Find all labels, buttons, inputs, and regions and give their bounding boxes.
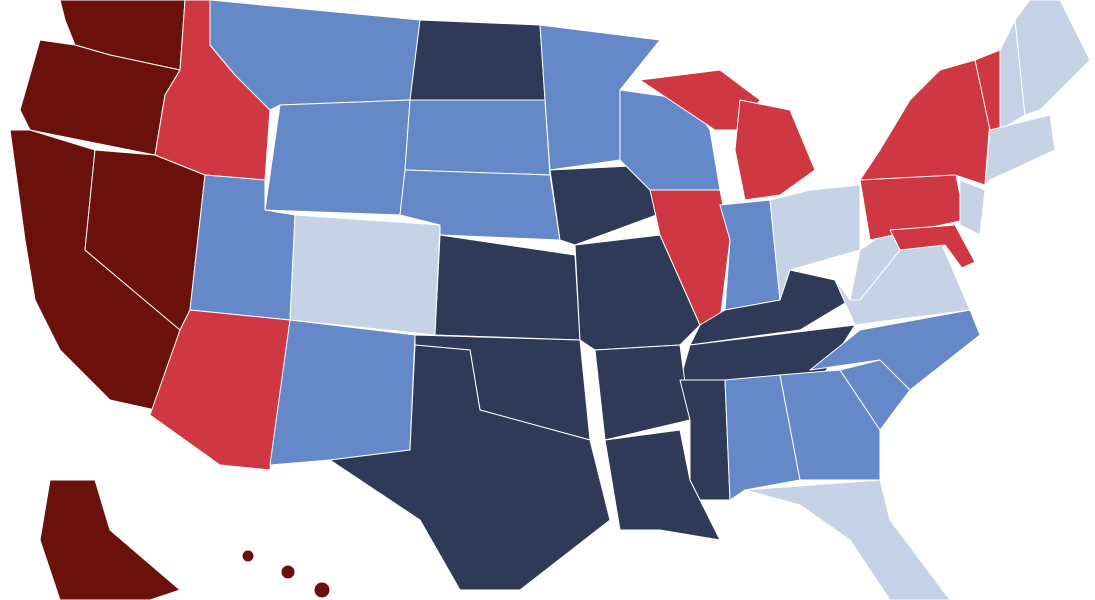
state [604, 429, 721, 541]
state [859, 59, 991, 186]
state [809, 309, 981, 391]
state [734, 99, 816, 201]
state [434, 234, 581, 341]
state [39, 479, 181, 600]
state [724, 374, 801, 501]
state [289, 214, 441, 336]
state [269, 319, 416, 466]
state [959, 179, 986, 236]
state [594, 344, 691, 441]
state [313, 581, 331, 599]
states [9, 0, 1091, 600]
state [719, 199, 781, 311]
state [984, 114, 1056, 186]
state [241, 549, 255, 563]
state [889, 224, 976, 269]
state [744, 479, 951, 600]
state [409, 19, 546, 101]
state [264, 99, 411, 216]
state [280, 564, 296, 580]
state [1014, 0, 1091, 116]
state [329, 344, 611, 591]
state [404, 99, 551, 176]
state [779, 369, 881, 481]
